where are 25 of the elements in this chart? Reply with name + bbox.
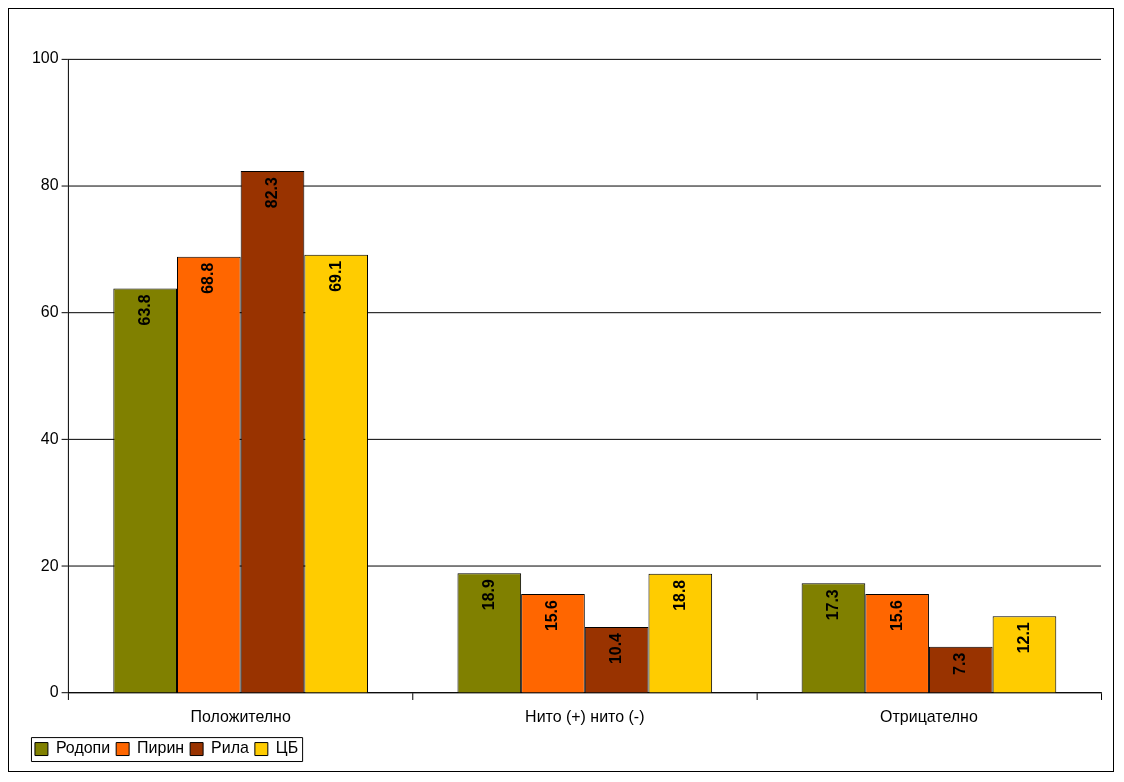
legend-label: Пирин <box>137 739 185 757</box>
data-label: 12.1 <box>1014 622 1032 654</box>
y-tick-label: 40 <box>40 429 59 447</box>
data-label: 68.8 <box>199 262 217 294</box>
data-label: 15.6 <box>887 599 905 632</box>
data-label: 18.8 <box>670 579 688 611</box>
data-label: 17.3 <box>823 589 841 621</box>
data-label: 69.1 <box>326 260 344 292</box>
data-label: 18.9 <box>479 579 497 611</box>
y-tick-label: 60 <box>40 302 59 320</box>
legend-label: ЦБ <box>275 739 299 757</box>
legend-label: Рила <box>211 739 249 757</box>
data-label: 15.6 <box>543 599 561 632</box>
x-tick-label: Нито (+) нито (-) <box>525 707 645 725</box>
legend-label: Родопи <box>55 739 111 757</box>
x-tick-label: Отрицателно <box>880 707 978 725</box>
y-tick-label: 20 <box>40 556 59 574</box>
data-label: 82.3 <box>262 176 280 209</box>
data-label: 7.3 <box>951 652 969 675</box>
y-tick-label: 80 <box>40 176 59 194</box>
y-tick-label: 100 <box>31 49 59 67</box>
data-label: 10.4 <box>607 632 625 665</box>
y-tick-label: 0 <box>49 683 59 701</box>
x-tick-label: Положително <box>190 707 291 725</box>
data-label: 63.8 <box>135 294 153 326</box>
